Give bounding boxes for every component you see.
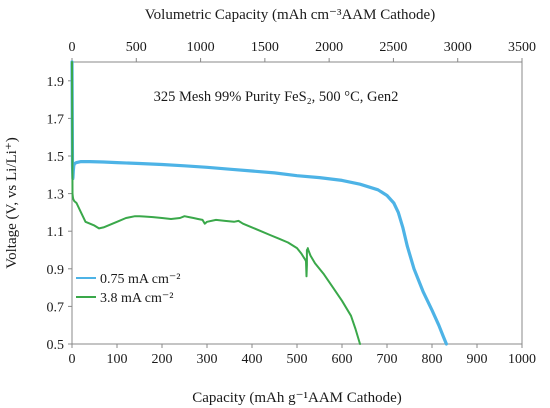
x2-tick-label: 0	[69, 40, 76, 55]
series-layer	[70, 60, 448, 346]
x2-axis-title: Volumetric Capacity (mAh cm⁻³AAM Cathode…	[145, 7, 435, 23]
y-tick-label: 0.9	[47, 263, 65, 278]
x2-tick-label: 3500	[508, 40, 536, 55]
y-tick-label: 1.3	[47, 188, 65, 203]
legend-label-3-8: 3.8 mA cm⁻²	[100, 291, 173, 306]
x2-tick-label: 2000	[315, 40, 343, 55]
x-tick-label: 100	[107, 352, 128, 367]
chart-title: 325 Mesh 99% Purity FeS₂, 500 °C, Gen2	[154, 89, 399, 105]
x2-tick-label: 500	[126, 40, 147, 55]
bottom-axis-ticks: 0 100 200 300 400 500 600 700 800 900 1000	[69, 344, 536, 367]
x-tick-label: 400	[242, 352, 263, 367]
legend-label-0-75: 0.75 mA cm⁻²	[100, 272, 180, 287]
legend: 0.75 mA cm⁻² 3.8 mA cm⁻²	[76, 272, 180, 306]
x-tick-label: 700	[377, 352, 398, 367]
top-axis-ticks: 0 500 1000 1500 2000 2500 3000 3500	[69, 40, 536, 62]
y-tick-label: 0.5	[47, 338, 65, 353]
x2-tick-label: 1500	[251, 40, 279, 55]
x2-tick-label: 2500	[379, 40, 407, 55]
x-tick-label: 200	[152, 352, 173, 367]
x-tick-label: 800	[422, 352, 443, 367]
series-line-1	[71, 61, 361, 345]
y-tick-label: 1.7	[47, 112, 65, 127]
x-axis-title: Capacity (mAh g⁻¹AAM Cathode)	[192, 390, 401, 406]
y-tick-label: 1.9	[47, 75, 65, 90]
y-tick-label: 1.1	[47, 225, 65, 240]
x-tick-label: 0	[69, 352, 76, 367]
y-tick-label: 1.5	[47, 150, 65, 165]
x-tick-label: 300	[197, 352, 218, 367]
x2-tick-label: 1000	[187, 40, 215, 55]
x-tick-label: 1000	[508, 352, 536, 367]
x-tick-label: 900	[467, 352, 488, 367]
x-tick-label: 600	[332, 352, 353, 367]
y-tick-label: 0.7	[47, 300, 65, 315]
left-axis-ticks: 0.5 0.7 0.9 1.1 1.3 1.5 1.7 1.9	[47, 75, 72, 353]
x2-tick-label: 3000	[444, 40, 472, 55]
y-axis-title: Voltage (V, vs Li/Li⁺)	[4, 137, 20, 269]
x-tick-label: 500	[287, 352, 308, 367]
series-line-0	[70, 60, 448, 346]
